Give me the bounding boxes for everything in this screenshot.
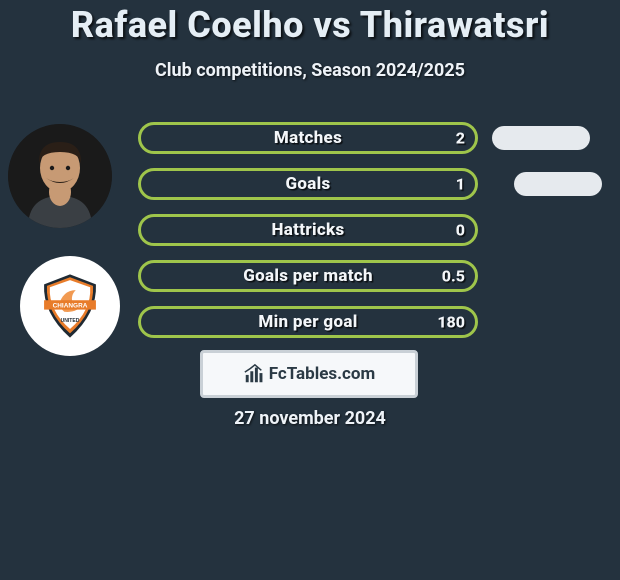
subtitle: Club competitions, Season 2024/2025 [0, 60, 620, 81]
stat-value-player1: 180 [437, 313, 465, 332]
stat-pill-player2-slot [490, 260, 602, 292]
stat-pill-player2-slot [490, 168, 602, 200]
stat-row: Min per goal 180 [138, 306, 478, 338]
stat-pill-player1: Matches 2 [138, 122, 478, 154]
stat-label: Matches [274, 128, 342, 148]
player2-pills [490, 122, 602, 352]
bar-chart-icon [243, 363, 265, 385]
stat-pill-player1: Hattricks 0 [138, 214, 478, 246]
stat-pill-player2 [492, 126, 590, 150]
stat-value-player1: 1 [456, 175, 465, 194]
club-badge: CHIANGRA UNITED [20, 256, 120, 356]
stat-pill-player1: Goals per match 0.5 [138, 260, 478, 292]
svg-text:CHIANGRA: CHIANGRA [53, 302, 88, 309]
stat-value-player1: 2 [456, 129, 465, 148]
player1-avatar [8, 124, 112, 228]
stat-pill-player1: Min per goal 180 [138, 306, 478, 338]
stat-pill-player2-slot [490, 122, 602, 154]
stat-row: Hattricks 0 [138, 214, 478, 246]
stat-pill-player2-slot [490, 214, 602, 246]
stat-pill-player2 [514, 172, 602, 196]
stat-value-player1: 0.5 [442, 267, 465, 286]
player-portrait-icon [8, 124, 112, 228]
stat-pill-player1: Goals 1 [138, 168, 478, 200]
stats-list: Matches 2 Goals 1 Hattricks 0 Goals per match 0… [138, 122, 478, 352]
svg-text:UNITED: UNITED [61, 318, 80, 324]
stat-label: Goals per match [243, 266, 373, 286]
avatar-column: CHIANGRA UNITED [8, 124, 118, 356]
stat-label: Goals [285, 174, 330, 194]
stat-label: Min per goal [258, 312, 357, 332]
stat-row: Goals 1 [138, 168, 478, 200]
stat-pill-player2-slot [490, 306, 602, 338]
stat-label: Hattricks [271, 220, 344, 240]
stat-value-player1: 0 [456, 221, 465, 240]
stat-row: Matches 2 [138, 122, 478, 154]
stat-row: Goals per match 0.5 [138, 260, 478, 292]
page-title: Rafael Coelho vs Thirawatsri [0, 0, 620, 46]
attribution-box: FcTables.com [200, 350, 418, 398]
footer-date: 27 november 2024 [0, 408, 620, 429]
club-shield-icon: CHIANGRA UNITED [34, 270, 106, 342]
attribution-text: FcTables.com [269, 364, 375, 384]
